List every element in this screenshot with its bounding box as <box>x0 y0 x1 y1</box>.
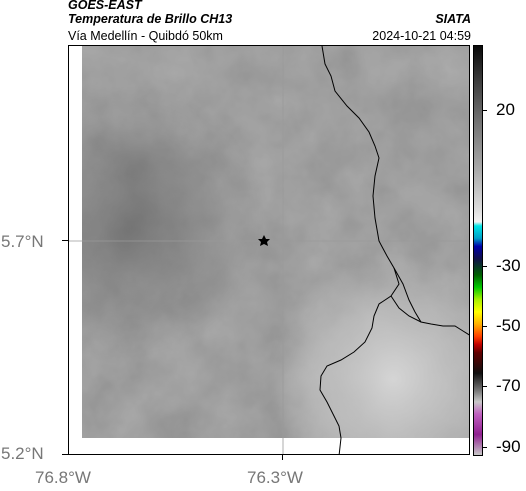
colorbar <box>473 45 483 456</box>
inland-border <box>390 295 422 323</box>
lat-tick-mark <box>62 240 68 241</box>
colorbar-tick <box>483 386 487 387</box>
colorbar-tick <box>483 266 487 267</box>
lon-tick-mark <box>282 455 283 460</box>
timestamp-label: 2024-10-21 04:59 <box>372 29 471 43</box>
colorbar-label: 20 <box>496 100 515 119</box>
colorbar-tick <box>483 326 487 327</box>
grid-lines <box>69 46 469 454</box>
coastline-border <box>319 46 400 454</box>
colorbar-label: -50 <box>496 316 521 335</box>
colorbar-tick <box>483 110 487 111</box>
lat-tick-label: 5.7°N <box>1 232 44 251</box>
route-label: Vía Medellín - Quibdó 50km <box>68 29 223 43</box>
colorbar-tick <box>483 447 487 448</box>
satellite-map[interactable] <box>68 45 470 455</box>
lat-tick-mark <box>62 454 68 455</box>
product-title: Temperatura de Brillo CH13 <box>68 12 233 26</box>
satellite-name: GOES-EAST <box>68 0 142 12</box>
colorbar-label: -30 <box>496 256 521 275</box>
lon-tick-label: 76.3°W <box>247 468 303 487</box>
colorbar-label: -70 <box>496 376 521 395</box>
colorbar-label: -90 <box>496 437 521 456</box>
brightness-temperature-field <box>82 46 469 438</box>
organization-label: SIATA <box>435 12 471 26</box>
secondary-border <box>393 267 469 336</box>
lon-tick-label: 76.8°W <box>35 468 91 487</box>
star-icon <box>258 235 270 246</box>
lat-tick-label: 5.2°N <box>1 444 44 463</box>
